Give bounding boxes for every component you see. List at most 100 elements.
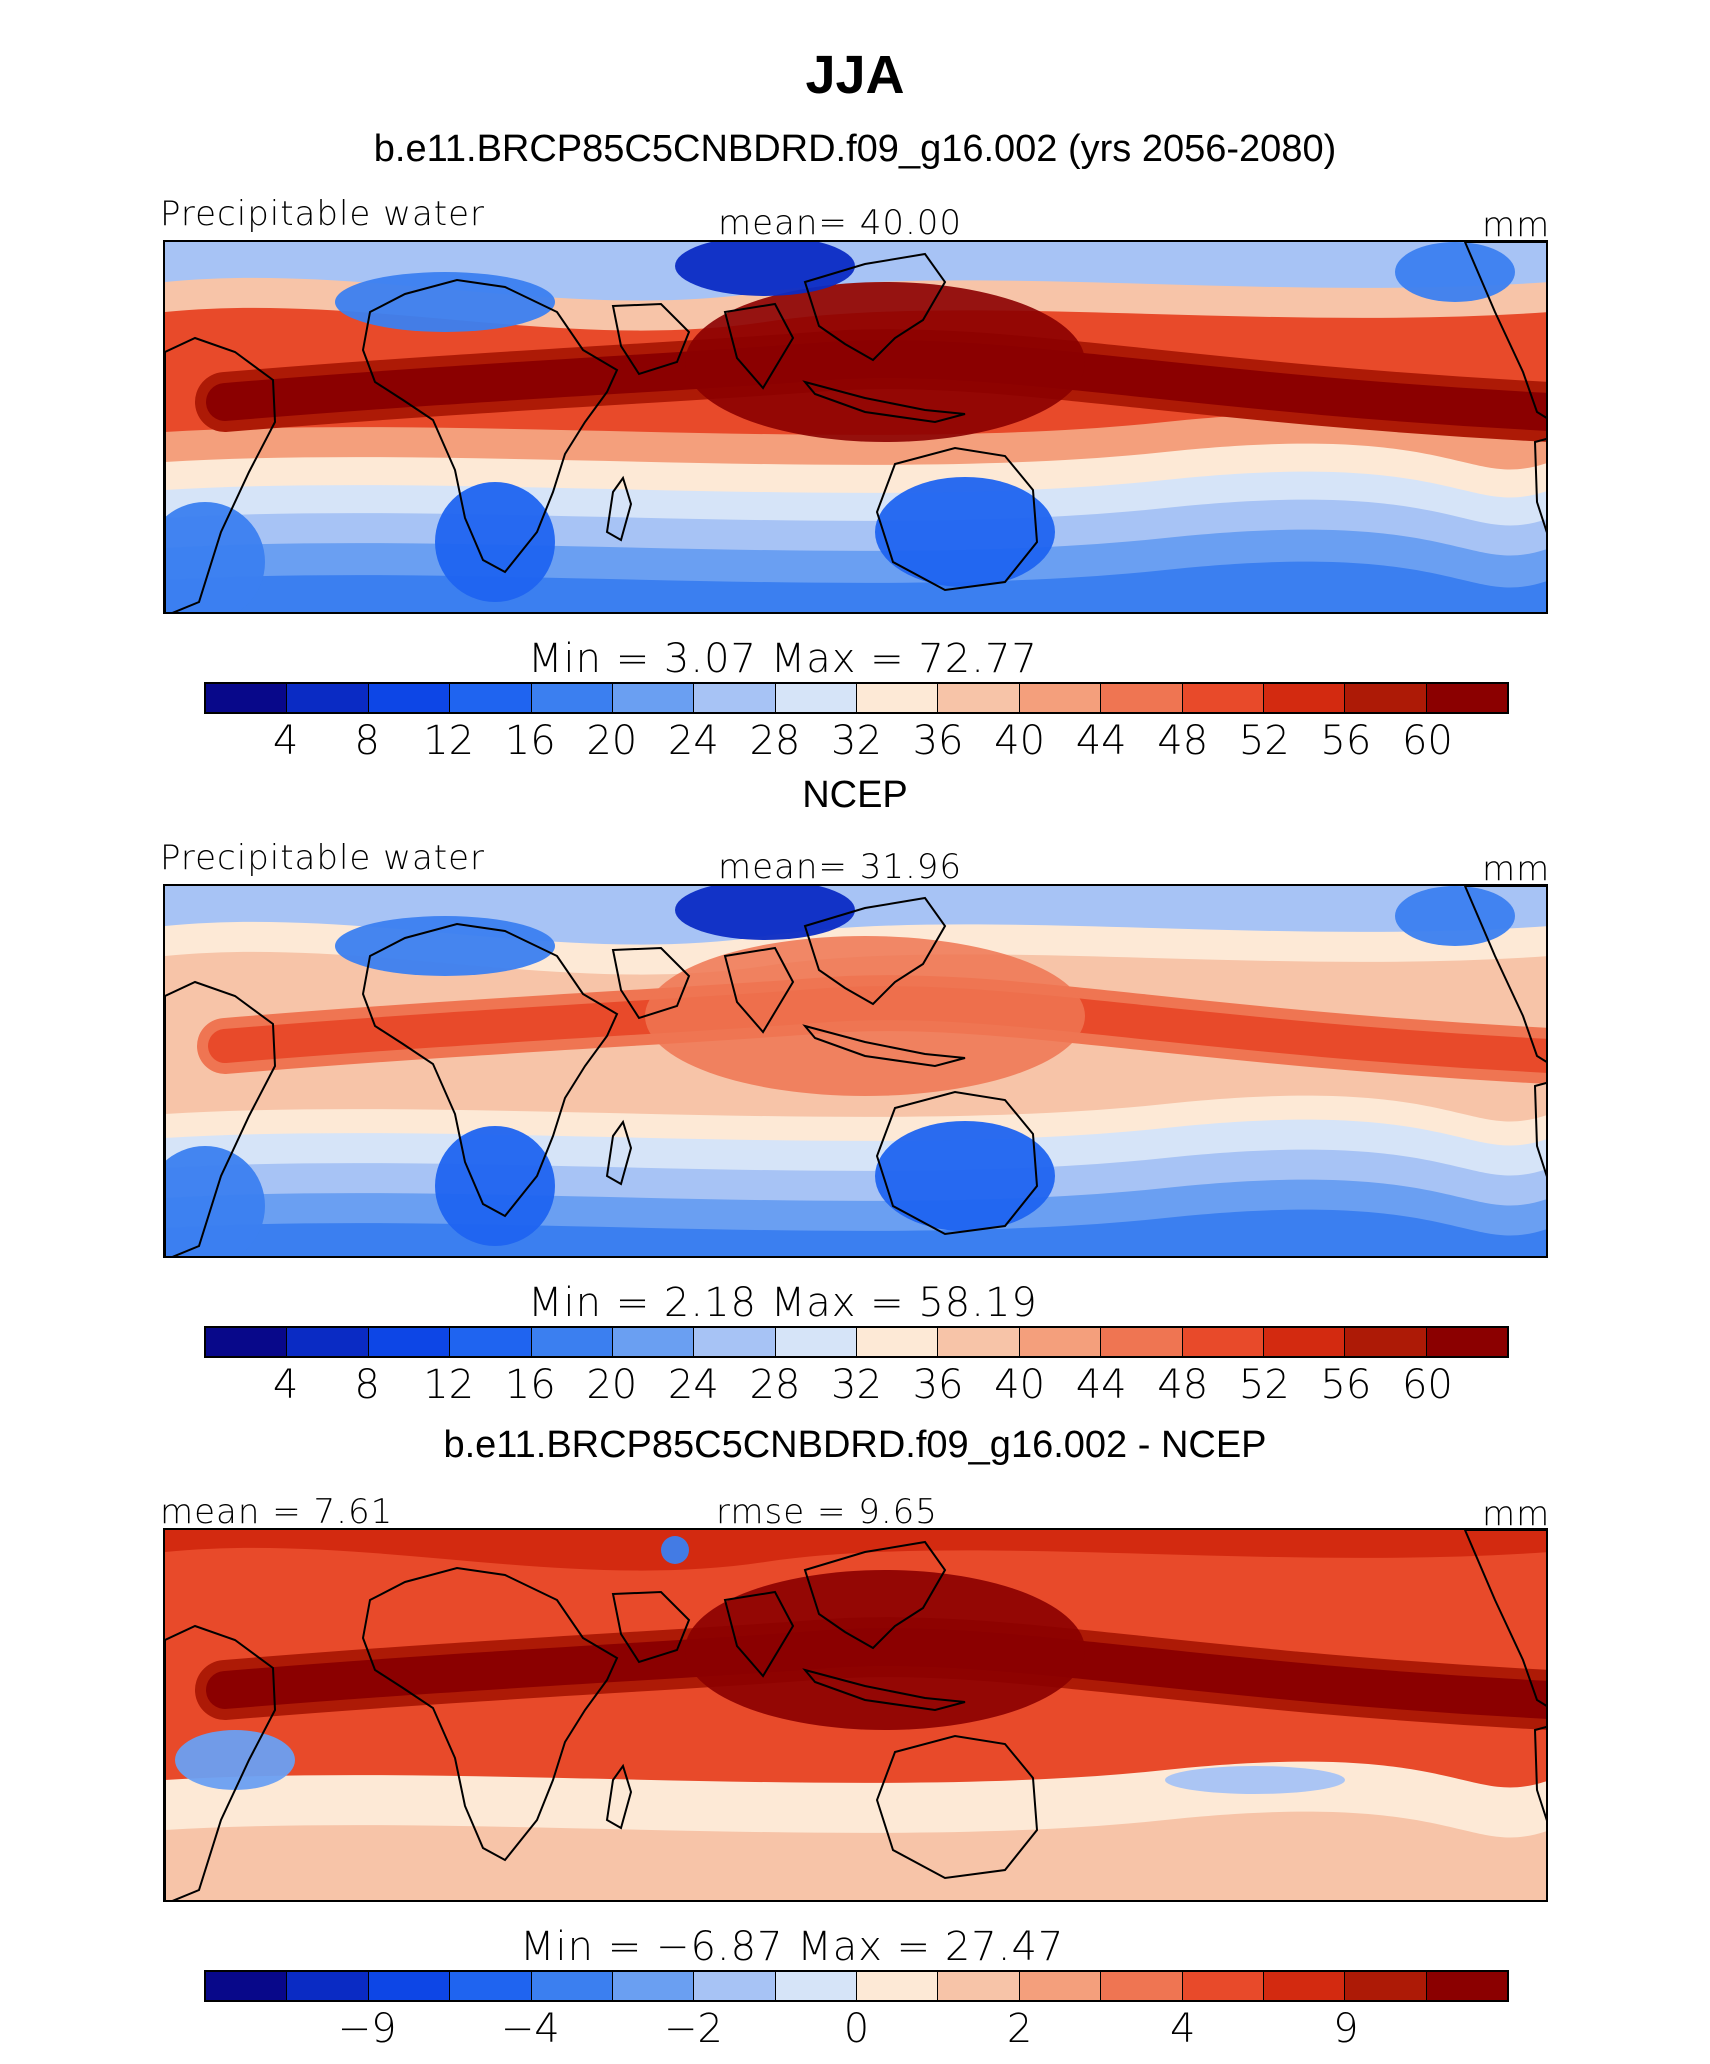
map-dry-region xyxy=(165,1146,265,1256)
map-coastline xyxy=(611,946,691,1020)
panel-1-variable-label: Precipitable water xyxy=(160,194,486,234)
panel-1-colorbar-tick-label: 20 xyxy=(586,718,638,764)
panel-1-colorbar-swatch xyxy=(287,684,369,712)
panel-1-colorbar-swatch xyxy=(1182,684,1264,712)
panel-3-colorbar-swatch xyxy=(450,1972,532,2000)
panel-1-colorbar-swatch xyxy=(368,684,451,712)
panel-1-colorbar-tick-label: 16 xyxy=(504,718,556,764)
panel-3-colorbar-tick-label: 2 xyxy=(1006,2006,1033,2052)
panel-1-colorbar-swatch xyxy=(206,684,288,712)
panel-1-colorbar-swatch xyxy=(1019,684,1102,712)
panel-2-colorbar-swatch xyxy=(450,1328,532,1356)
panel-3-colorbar-swatch xyxy=(694,1972,776,2000)
panel-2-map-svg xyxy=(165,886,1546,1256)
map-coastline xyxy=(723,946,795,1034)
panel-3-colorbar-swatch xyxy=(206,1972,288,2000)
map-latitude-band xyxy=(165,1530,1546,1571)
panel-2-colorbar-tick-label: 24 xyxy=(667,1362,719,1408)
map-dry-region xyxy=(875,1121,1055,1231)
panel-1-colorbar-swatch xyxy=(857,684,939,712)
panel-3-colorbar-tick-label: −9 xyxy=(337,2006,397,2052)
panel-1-colorbar-tick-label: 36 xyxy=(912,718,964,764)
panel-3-rmse-label: rmse = 9.65 xyxy=(716,1492,938,1532)
panel-2-units: mm xyxy=(1482,849,1551,889)
map-dry-region xyxy=(675,242,855,296)
panel-3-colorbar-tick-label: −4 xyxy=(500,2006,560,2052)
panel-1-colorbar-tick-label: 44 xyxy=(1075,718,1127,764)
map-coastline xyxy=(723,1590,795,1678)
panel-2-colorbar-swatch xyxy=(612,1328,695,1356)
map-latitude-band xyxy=(165,1209,1546,1256)
panel-1-colorbar-tick-label: 24 xyxy=(667,718,719,764)
panel-2-variable-label: Precipitable water xyxy=(160,838,486,878)
map-coastline xyxy=(361,1566,619,1862)
panel-2-colorbar-tick-label: 44 xyxy=(1075,1362,1127,1408)
map-coastline xyxy=(875,1090,1039,1236)
panel-1-map-svg xyxy=(165,242,1546,612)
panel-3-colorbar-tick-label: 0 xyxy=(843,2006,870,2052)
panel-3-colorbar-swatch xyxy=(612,1972,695,2000)
panel-2-colorbar-swatch xyxy=(368,1328,451,1356)
map-coastline xyxy=(875,1734,1039,1880)
panel-2-colorbar-swatch xyxy=(775,1328,857,1356)
panel-2-colorbar-ticks: 4 8 12 16 20 24 28 32 36 40 44 48 52 56 60 xyxy=(0,1362,1710,1412)
panel-3-colorbar-ticks: −9 −4 −2 0 2 4 9 xyxy=(0,2006,1710,2056)
panel-1-colorbar-tick-label: 60 xyxy=(1401,718,1453,764)
panel-3-colorbar-swatch xyxy=(1101,1972,1183,2000)
panel-3-title: b.e11.BRCP85C5CNBDRD.f09_g16.002 - NCEP xyxy=(443,1424,1267,1466)
map-coastline xyxy=(611,1590,691,1664)
panel-2-colorbar-swatch xyxy=(1019,1328,1102,1356)
panel-2-colorbar-tick-label: 56 xyxy=(1320,1362,1372,1408)
panel-3-colorbar-swatch xyxy=(1345,1972,1427,2000)
panel-1-colorbar-swatch xyxy=(1263,684,1346,712)
panel-1-colorbar-tick-label: 56 xyxy=(1320,718,1372,764)
panel-2-mean-label: mean= 31.96 xyxy=(718,847,963,887)
panel-2-colorbar-tick-label: 48 xyxy=(1157,1362,1209,1408)
panel-3-colorbar-swatch xyxy=(1182,1972,1264,2000)
panel-1-colorbar-swatch xyxy=(938,684,1020,712)
panel-2-colorbar-tick-label: 32 xyxy=(831,1362,882,1408)
panel-1-colorbar-tick-label: 28 xyxy=(749,718,801,764)
panel-2-colorbar xyxy=(204,1326,1509,1358)
panel-3-units: mm xyxy=(1482,1494,1551,1534)
panel-3-colorbar-swatch xyxy=(368,1972,451,2000)
map-dry-region xyxy=(1395,886,1515,946)
panel-1-colorbar-ticks: 4 8 12 16 20 24 28 32 36 40 44 48 52 56 60 xyxy=(0,718,1710,768)
panel-2-colorbar-tick-label: 8 xyxy=(354,1362,380,1408)
panel-1-colorbar-swatch xyxy=(531,684,613,712)
panel-2-colorbar-tick-label: 4 xyxy=(272,1362,299,1408)
panel-2-colorbar-swatch xyxy=(1345,1328,1427,1356)
panel-3-mean-label: mean = 7.61 xyxy=(160,1492,394,1532)
map-coastline xyxy=(165,1624,277,1900)
panel-2-colorbar-tick-label: 40 xyxy=(994,1362,1046,1408)
map-coastline xyxy=(605,1119,633,1186)
map-dry-region xyxy=(165,502,265,612)
panel-2-colorbar-swatch xyxy=(1426,1328,1507,1356)
figure-title: JJA xyxy=(805,45,905,105)
map-dry-region xyxy=(661,1536,689,1564)
panel-3-colorbar xyxy=(204,1970,1509,2002)
panel-1-colorbar-tick-label: 40 xyxy=(994,718,1046,764)
map-dry-region xyxy=(1165,1766,1345,1794)
panel-1-units: mm xyxy=(1482,205,1551,245)
map-dry-region xyxy=(175,1730,295,1790)
map-coastline xyxy=(802,380,966,424)
panel-1-colorbar xyxy=(204,682,1509,714)
map-coastline xyxy=(802,1668,966,1712)
map-coastline xyxy=(803,252,947,362)
panel-1-colorbar-swatch xyxy=(450,684,532,712)
map-latitude-band xyxy=(165,1851,1546,1900)
map-coastline xyxy=(875,446,1039,592)
panel-1-colorbar-swatch xyxy=(1426,684,1507,712)
panel-2-colorbar-swatch xyxy=(287,1328,369,1356)
map-dry-region xyxy=(435,1126,555,1246)
panel-1-colorbar-tick-label: 48 xyxy=(1157,718,1209,764)
panel-1-colorbar-tick-label: 52 xyxy=(1238,718,1290,764)
panel-3-colorbar-swatch xyxy=(938,1972,1020,2000)
panel-1-colorbar-swatch xyxy=(1101,684,1183,712)
map-coastline xyxy=(803,896,947,1006)
panel-2-colorbar-swatch xyxy=(206,1328,288,1356)
panel-2-colorbar-tick-label: 16 xyxy=(504,1362,556,1408)
map-coastline xyxy=(1463,1530,1546,1707)
panel-2-colorbar-swatch xyxy=(1263,1328,1346,1356)
